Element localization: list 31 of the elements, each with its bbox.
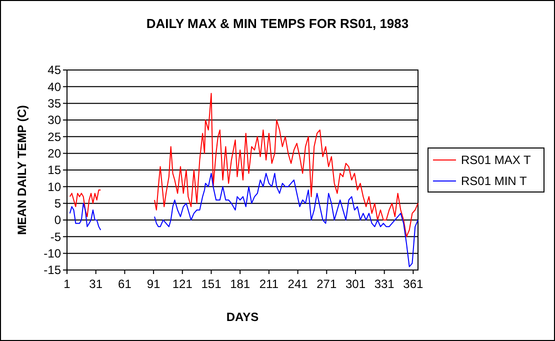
x-tick-label: 61 bbox=[118, 277, 132, 291]
x-axis-title: DAYS bbox=[226, 310, 259, 324]
y-axis-title: MEAN DAILY TEMP (C) bbox=[15, 105, 29, 235]
legend-label: RS01 MAX T bbox=[461, 153, 532, 168]
chart-title: DAILY MAX & MIN TEMPS FOR RS01, 1983 bbox=[146, 16, 409, 31]
x-tick-label: 181 bbox=[230, 277, 250, 291]
y-tick-label: 25 bbox=[48, 130, 62, 144]
y-tick-label: -15 bbox=[44, 263, 62, 278]
y-tick-label: 5 bbox=[54, 196, 62, 211]
y-tick-label: 20 bbox=[48, 146, 62, 161]
x-tick-label: 271 bbox=[316, 277, 337, 291]
legend-label: RS01 MIN T bbox=[461, 174, 528, 188]
y-tick-label: 40 bbox=[48, 80, 62, 94]
x-tick-label: 31 bbox=[89, 277, 103, 291]
x-tick-label: 331 bbox=[374, 277, 395, 291]
x-tick-label: 301 bbox=[345, 277, 366, 291]
x-tick-label: 151 bbox=[201, 277, 222, 291]
x-tick-label: 361 bbox=[403, 277, 424, 291]
x-tick-label: 211 bbox=[259, 277, 279, 291]
x-tick-label: 1 bbox=[64, 277, 71, 291]
x-tick-label: 91 bbox=[146, 277, 161, 291]
x-tick-label: 241 bbox=[288, 277, 308, 291]
y-tick-label: 30 bbox=[48, 113, 62, 128]
y-tick-label: 0 bbox=[54, 213, 62, 228]
y-tick-label: 10 bbox=[48, 180, 62, 194]
y-tick-label: 45 bbox=[48, 63, 62, 78]
y-tick-label: -10 bbox=[44, 246, 62, 261]
y-tick-label: -5 bbox=[50, 230, 62, 244]
x-tick-label: 121 bbox=[172, 277, 193, 291]
y-tick-label: 35 bbox=[48, 96, 62, 111]
y-tick-label: 15 bbox=[48, 163, 62, 178]
